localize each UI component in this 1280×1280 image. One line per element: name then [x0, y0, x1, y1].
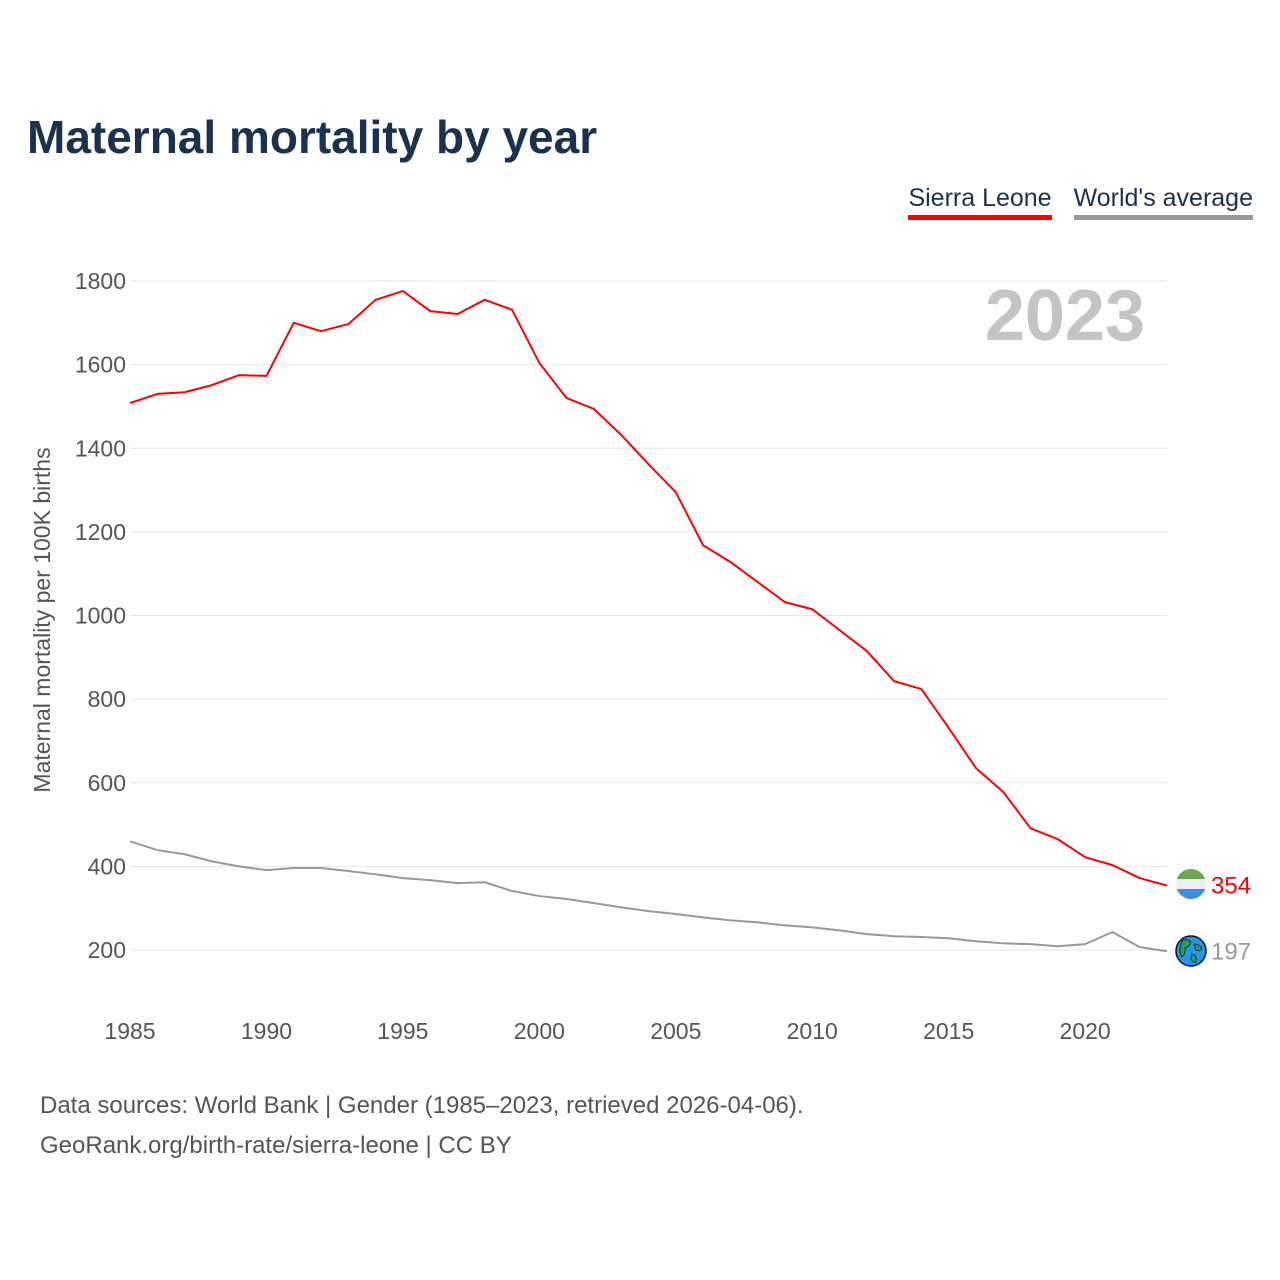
sierra-leone-end-label: 354	[1211, 873, 1251, 900]
source-link[interactable]: GeoRank.org/birth-rate/sierra-leone | CC…	[40, 1132, 512, 1159]
chart-title: Maternal mortality by year	[27, 111, 598, 163]
y-tick-label: 1200	[75, 519, 126, 545]
footer: Data sources: World Bank | Gender (1985–…	[40, 1086, 804, 1166]
x-tick-label: 2000	[514, 1018, 565, 1044]
y-tick-label: 600	[88, 770, 126, 796]
legend-world-average[interactable]: World's average	[1073, 184, 1253, 220]
legend: Sierra Leone World's average	[908, 184, 1253, 220]
y-axis-label: Maternal mortality per 100K births	[29, 447, 55, 792]
x-tick-label: 1990	[241, 1018, 292, 1044]
world-s-average-end-label: 197	[1211, 938, 1251, 965]
y-tick-label: 400	[88, 853, 126, 879]
y-tick-label: 1600	[75, 352, 126, 378]
x-tick-label: 1985	[104, 1018, 155, 1044]
y-tick-label: 1800	[75, 268, 126, 294]
sierra-leone-line	[129, 290, 1168, 887]
globe-icon	[1175, 935, 1207, 967]
x-tick-label: 1995	[377, 1018, 428, 1044]
x-tick-label: 2015	[923, 1018, 974, 1044]
sierra-leone-flag-icon	[1176, 869, 1206, 899]
legend-sierra-leone[interactable]: Sierra Leone	[908, 184, 1052, 220]
year-watermark: 2023	[985, 276, 1145, 356]
x-tick-label: 2005	[650, 1018, 701, 1044]
y-tick-label: 200	[88, 937, 126, 963]
y-tick-label: 1400	[75, 435, 126, 461]
y-tick-label: 1000	[75, 603, 126, 629]
x-tick-label: 2020	[1060, 1018, 1111, 1044]
y-tick-label: 800	[88, 686, 126, 712]
x-tick-label: 2010	[787, 1018, 838, 1044]
source-text: Data sources: World Bank | Gender (1985–…	[40, 1092, 804, 1119]
world-s-average-line	[129, 840, 1168, 953]
